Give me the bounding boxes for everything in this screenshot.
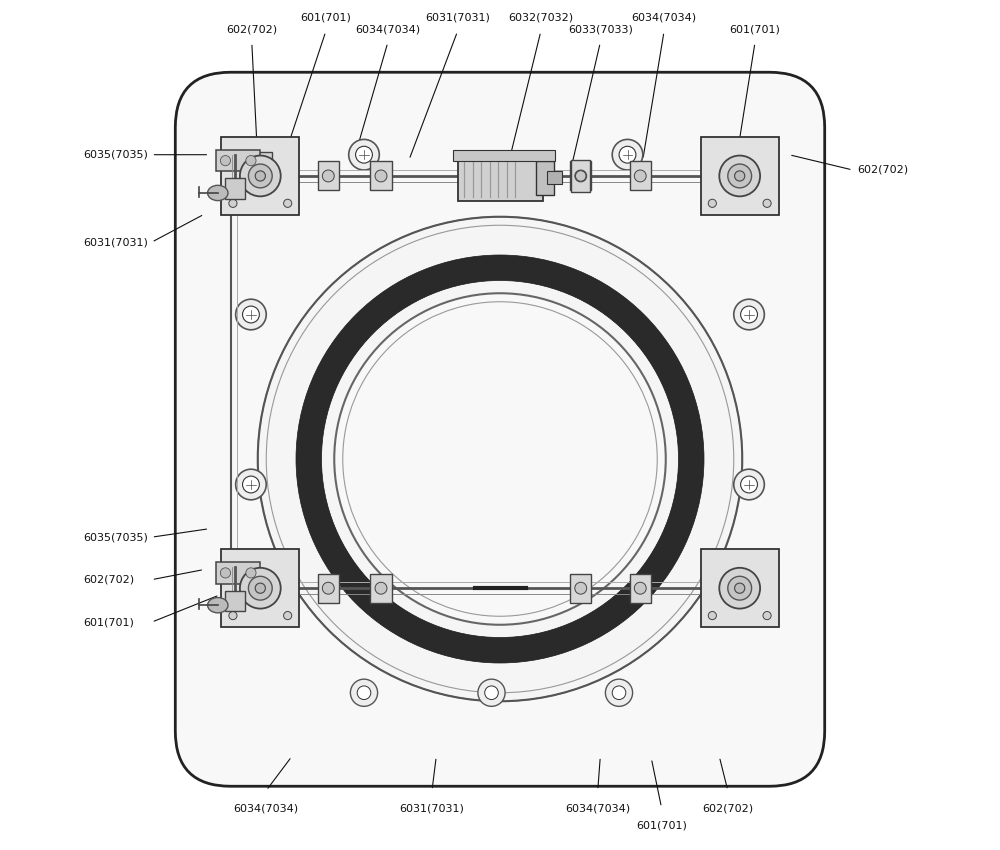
Bar xyxy=(570,162,591,190)
Circle shape xyxy=(248,576,272,600)
Circle shape xyxy=(728,576,752,600)
Circle shape xyxy=(220,156,231,166)
FancyBboxPatch shape xyxy=(175,72,825,786)
Circle shape xyxy=(619,146,636,163)
Circle shape xyxy=(229,611,237,620)
Bar xyxy=(318,574,339,603)
Text: 6031(7031): 6031(7031) xyxy=(84,237,148,247)
Text: 6034(7034): 6034(7034) xyxy=(565,803,630,813)
Circle shape xyxy=(605,679,633,706)
Circle shape xyxy=(485,686,498,700)
Bar xyxy=(216,563,260,583)
Circle shape xyxy=(255,171,265,181)
Text: 6032(7032): 6032(7032) xyxy=(508,13,573,23)
Circle shape xyxy=(322,280,678,638)
Circle shape xyxy=(634,170,646,182)
Bar xyxy=(225,178,245,199)
Bar xyxy=(701,137,779,215)
Circle shape xyxy=(236,299,266,330)
Circle shape xyxy=(741,306,757,323)
Bar xyxy=(458,155,542,201)
Bar xyxy=(547,171,562,184)
Circle shape xyxy=(634,582,646,594)
Circle shape xyxy=(246,156,256,166)
Circle shape xyxy=(375,582,387,594)
Circle shape xyxy=(246,568,256,578)
Bar xyxy=(571,160,590,192)
Text: 601(701): 601(701) xyxy=(84,617,134,627)
Text: 601(701): 601(701) xyxy=(300,13,351,23)
Circle shape xyxy=(741,476,757,493)
Bar xyxy=(225,591,245,611)
Circle shape xyxy=(719,568,760,609)
Circle shape xyxy=(708,199,716,207)
Bar xyxy=(370,574,392,603)
Circle shape xyxy=(734,299,764,330)
Circle shape xyxy=(255,583,265,593)
Circle shape xyxy=(243,306,259,323)
Circle shape xyxy=(478,679,505,706)
Circle shape xyxy=(296,255,704,663)
Circle shape xyxy=(734,469,764,500)
Circle shape xyxy=(322,582,334,594)
Circle shape xyxy=(236,469,266,500)
Circle shape xyxy=(612,686,626,700)
Bar xyxy=(536,161,554,195)
Circle shape xyxy=(322,170,334,182)
Circle shape xyxy=(284,611,292,620)
Text: 6031(7031): 6031(7031) xyxy=(400,803,464,813)
Circle shape xyxy=(728,164,752,188)
Bar xyxy=(318,162,339,190)
Circle shape xyxy=(719,156,760,196)
Bar xyxy=(701,549,779,627)
Bar xyxy=(216,150,260,171)
Text: 601(701): 601(701) xyxy=(730,24,780,34)
Circle shape xyxy=(229,199,237,207)
Circle shape xyxy=(575,582,587,594)
Text: 6033(7033): 6033(7033) xyxy=(568,24,633,34)
Text: 602(702): 602(702) xyxy=(226,24,277,34)
Text: 6031(7031): 6031(7031) xyxy=(425,13,490,23)
Circle shape xyxy=(350,679,378,706)
Text: 6035(7035): 6035(7035) xyxy=(84,532,148,542)
Text: 6034(7034): 6034(7034) xyxy=(234,803,299,813)
Bar xyxy=(238,152,272,166)
Ellipse shape xyxy=(208,185,228,201)
Bar xyxy=(453,150,555,161)
Circle shape xyxy=(334,293,666,625)
Circle shape xyxy=(576,171,586,181)
Bar xyxy=(630,574,651,603)
Text: 602(702): 602(702) xyxy=(84,575,135,585)
Text: 6035(7035): 6035(7035) xyxy=(84,150,148,160)
Circle shape xyxy=(248,164,272,188)
Circle shape xyxy=(243,476,259,493)
Circle shape xyxy=(240,568,281,609)
Circle shape xyxy=(575,170,587,182)
Circle shape xyxy=(763,611,771,620)
Circle shape xyxy=(220,568,231,578)
Circle shape xyxy=(612,139,643,170)
Text: 602(702): 602(702) xyxy=(702,803,753,813)
Circle shape xyxy=(708,611,716,620)
Circle shape xyxy=(258,217,742,701)
Bar xyxy=(221,549,299,627)
Circle shape xyxy=(375,170,387,182)
Circle shape xyxy=(349,139,379,170)
Bar xyxy=(570,574,591,603)
Circle shape xyxy=(763,199,771,207)
Bar xyxy=(221,137,299,215)
Text: 602(702): 602(702) xyxy=(857,165,908,175)
Bar xyxy=(370,162,392,190)
Text: 6034(7034): 6034(7034) xyxy=(631,13,697,23)
Ellipse shape xyxy=(208,598,228,613)
Circle shape xyxy=(284,199,292,207)
Text: 601(701): 601(701) xyxy=(636,820,687,830)
Circle shape xyxy=(240,156,281,196)
Circle shape xyxy=(357,686,371,700)
Circle shape xyxy=(735,171,745,181)
Bar xyxy=(630,162,651,190)
Text: 6034(7034): 6034(7034) xyxy=(355,24,420,34)
Circle shape xyxy=(735,583,745,593)
Circle shape xyxy=(356,146,372,163)
